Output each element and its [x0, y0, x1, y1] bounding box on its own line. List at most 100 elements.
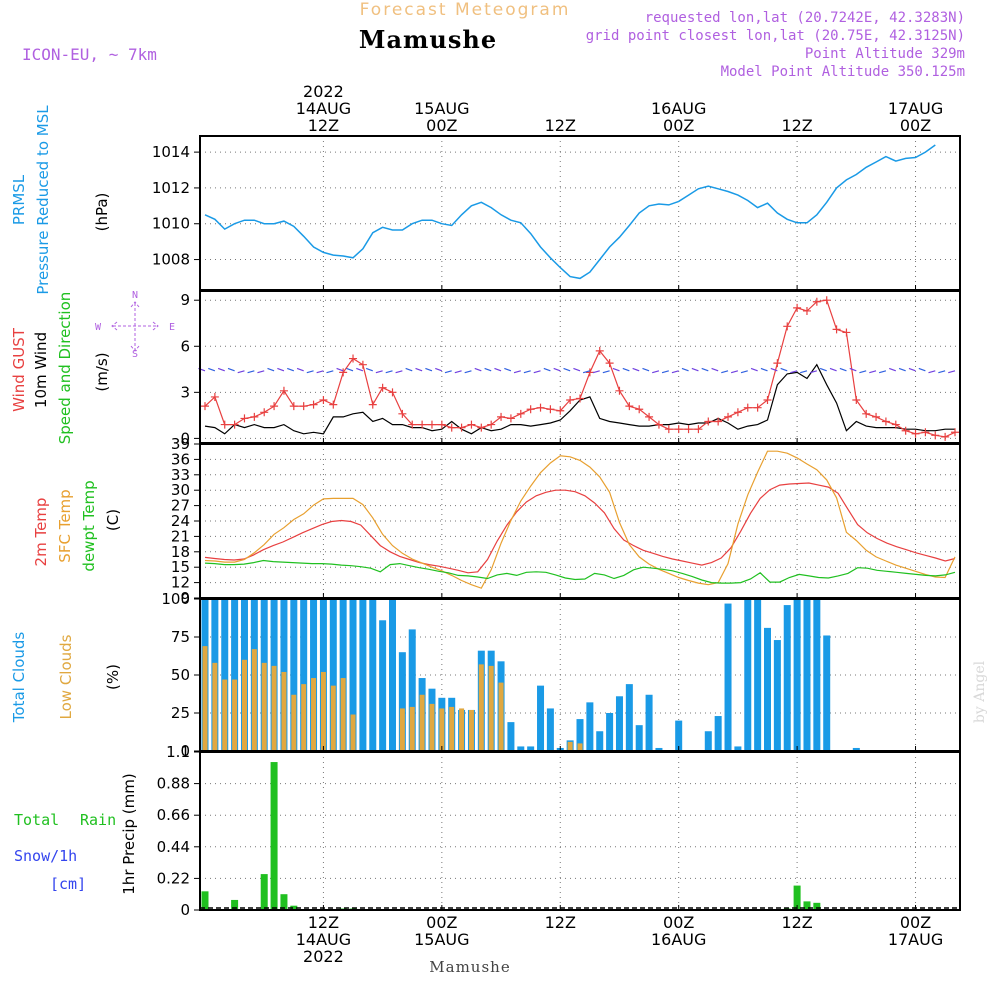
wind-direction-arrow [750, 367, 758, 372]
wind-gust-marker [427, 420, 436, 429]
y-tick-label: 0.66 [157, 806, 190, 824]
temp-unit: (C) [104, 509, 122, 531]
low-clouds-bar [459, 708, 465, 751]
wind-gust-marker [862, 409, 871, 418]
precip-label-snow: Snow/1h [14, 847, 77, 865]
wind-direction-arrow [435, 367, 443, 372]
station-title: Mamushe [359, 25, 497, 54]
wind-gust-marker [793, 303, 802, 312]
compass-e: E [169, 322, 175, 333]
wind-direction-arrow [642, 367, 650, 372]
wind-gust-marker [201, 402, 209, 411]
total-clouds-bar [290, 599, 298, 751]
wind-gust-marker [595, 346, 604, 355]
y-tick-label: 1014 [152, 143, 190, 161]
axis-labels: 1008101010121014036991215182124273033363… [152, 82, 943, 966]
precip-unit: 1hr Precip (mm) [120, 773, 138, 894]
footer-station: Mamushe [429, 958, 510, 976]
total-clouds-bar [803, 599, 811, 751]
wind-gust-marker [556, 406, 565, 415]
wind-direction-arrow [879, 370, 887, 374]
temp-dewpt-series-line [204, 559, 956, 584]
top-time-label: 14AUG [296, 99, 351, 118]
low-clouds-bar [567, 741, 573, 751]
wind-gust-marker [605, 359, 614, 368]
wind-direction-arrow [415, 367, 423, 372]
total-clouds-bar [349, 599, 357, 751]
wind-gust-series-line [204, 299, 956, 438]
total-clouds-bar [734, 746, 742, 751]
wind-direction-arrow [898, 367, 906, 372]
y-tick-label: 0.22 [157, 869, 190, 887]
low-clouds-bar [251, 649, 257, 751]
total-clouds-bar [389, 599, 396, 751]
wind-direction-arrow [829, 367, 837, 372]
top-time-label: 16AUG [651, 99, 706, 118]
total-clouds-bar [231, 599, 239, 751]
y-tick-label: 27 [171, 497, 190, 515]
low-clouds-bar [409, 706, 415, 751]
wind-label-speed-dir: Speed and Direction [56, 292, 74, 445]
pressure-label-msl: Pressure Reduced to MSL [34, 105, 52, 295]
wind-direction-arrow [809, 370, 817, 374]
wind-direction-arrow [908, 367, 916, 372]
total-clouds-bar [379, 620, 387, 751]
wind-direction-arrow [277, 367, 285, 372]
wind-direction-arrow [336, 367, 344, 372]
wind-gust-marker [250, 412, 259, 421]
wind-direction-arrow [316, 370, 324, 374]
bottom-time-label: 14AUG [296, 930, 351, 949]
wind-direction-arrow [287, 367, 295, 372]
compass-n: N [132, 290, 138, 301]
precip-bar [280, 894, 288, 910]
y-tick-label: 15 [171, 558, 190, 576]
prmsl-series-line [204, 144, 936, 280]
wind-direction-arrow [227, 367, 235, 372]
cloud-labels: Total Clouds Low Clouds (%) [10, 632, 122, 724]
y-tick-label: 0 [180, 742, 190, 760]
y-tick-label: 25 [171, 704, 190, 722]
wind-direction-arrow [928, 370, 936, 374]
precip-bar [813, 902, 821, 910]
low-clouds-bar [212, 662, 218, 751]
top-time-label: 15AUG [414, 99, 469, 118]
wind-direction-arrow [375, 370, 383, 374]
wind-label-10m: 10m Wind [32, 332, 50, 408]
wind-direction-arrow [869, 370, 877, 374]
wind-gust-marker [418, 420, 427, 429]
wind-gust-marker [733, 408, 742, 417]
wind-gust-marker [457, 423, 466, 432]
wind-gust-marker [664, 425, 673, 434]
y-tick-label: 0.44 [157, 838, 190, 856]
wind-gust-marker [881, 417, 890, 426]
wind-direction-arrow [701, 367, 709, 372]
total-clouds-bar [596, 731, 604, 751]
precip-bar [231, 899, 239, 910]
low-clouds-bar [301, 684, 307, 751]
wind-gust-marker [506, 414, 515, 423]
y-tick-label: 24 [171, 512, 190, 530]
temp-label-2m: 2m Temp [32, 498, 50, 567]
y-tick-label: 18 [171, 543, 190, 561]
wind-direction-arrow [582, 370, 591, 374]
wind-labels: Wind GUST 10m Wind Speed and Direction (… [10, 290, 175, 444]
top-time-label: 2022 [303, 82, 344, 101]
wind-gust-marker [615, 386, 624, 395]
bottom-time-label: 16AUG [651, 930, 706, 949]
cloud-label-low: Low Clouds [57, 634, 75, 719]
pressure-labels: PRMSL Pressure Reduced to MSL (hPa) [10, 105, 111, 295]
total-clouds-bar [606, 713, 614, 751]
wind-gust-marker [299, 402, 308, 411]
y-tick-label: 0.88 [157, 775, 190, 793]
wind-gust-marker [526, 405, 535, 414]
wind-direction-arrow [740, 370, 748, 374]
wind-direction-arrow [711, 367, 719, 372]
total-clouds-bar [359, 599, 367, 751]
wind-gust-marker [822, 296, 831, 305]
pressure-label-prmsl: PRMSL [10, 174, 28, 225]
precip-panel-frame [199, 751, 961, 911]
total-clouds-bar [852, 747, 860, 751]
wind-gust-marker [260, 408, 269, 417]
total-clouds-bar [329, 599, 337, 751]
total-clouds-bar [517, 746, 525, 751]
